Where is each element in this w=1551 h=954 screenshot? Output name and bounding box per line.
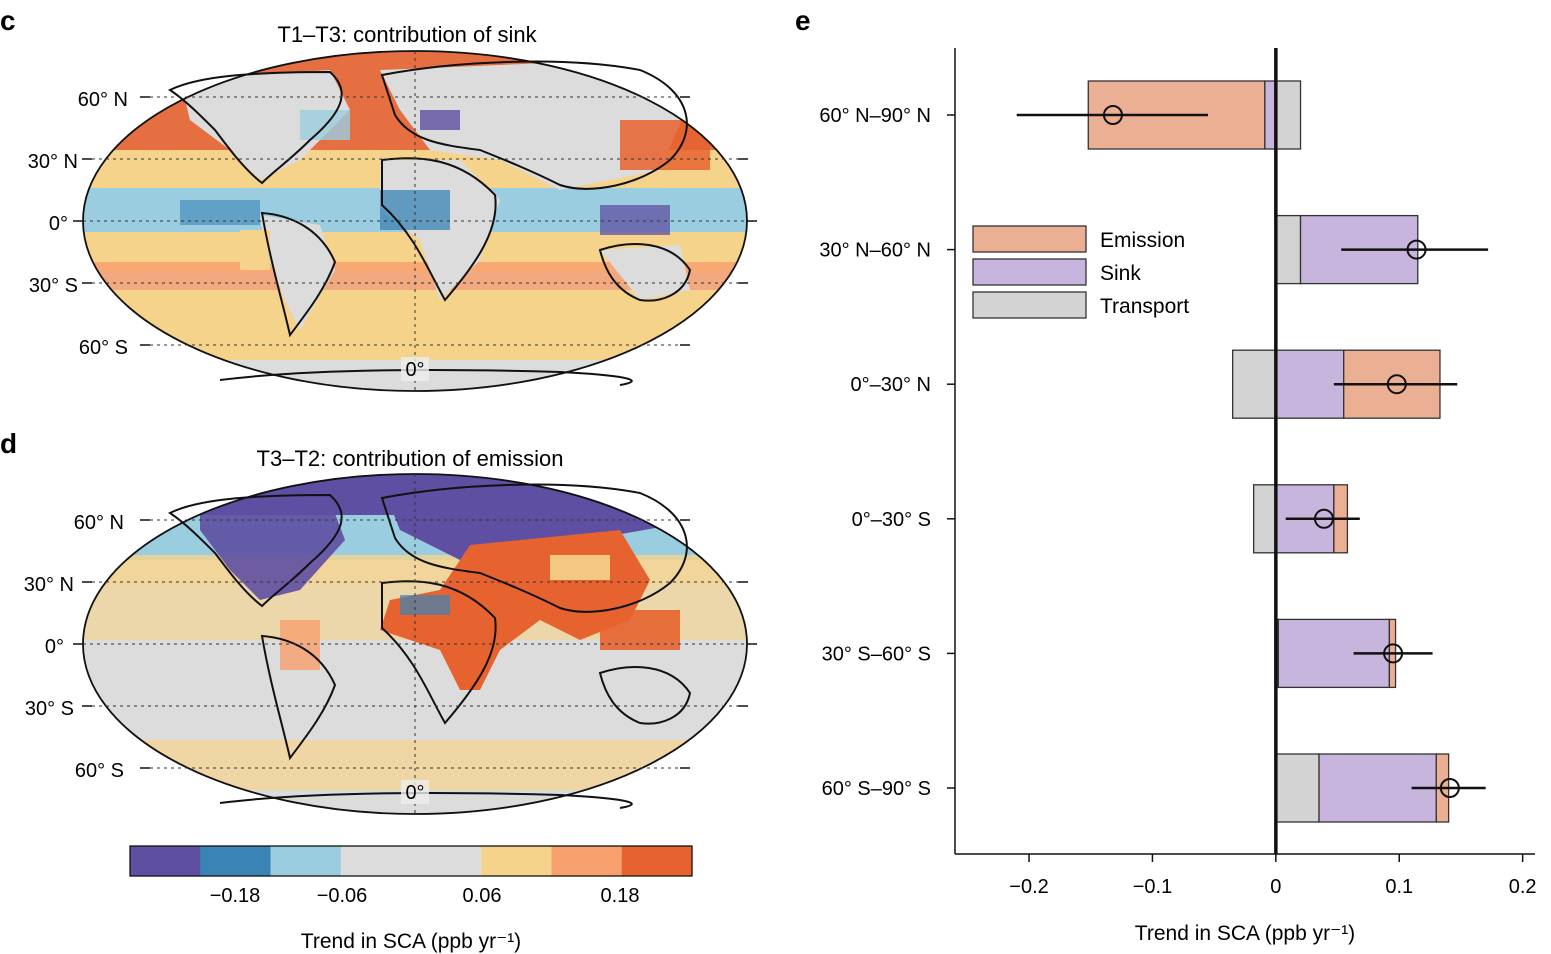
x-tick-label: 0	[1270, 876, 1281, 898]
map-c-coastlines	[168, 60, 692, 386]
y-tick-label: 30° S–60° S	[822, 643, 931, 665]
map-c-meridian-label: 0°	[405, 359, 424, 381]
map-d-graticule	[83, 474, 747, 814]
y-tick-label: 60° N–90° N	[819, 105, 931, 127]
colorbar-segment	[340, 846, 412, 876]
total-marker	[1102, 105, 1123, 125]
y-tick-label: 0°–30° S	[852, 509, 931, 531]
total-marker	[1439, 778, 1460, 798]
colorbar-segment	[270, 846, 342, 876]
total-marker	[1313, 508, 1334, 529]
legend-label-emission: Emission	[1100, 229, 1185, 252]
total-marker	[1383, 643, 1404, 664]
map-c-lat-30s: 30° S	[29, 275, 78, 297]
legend-swatch-sink	[972, 258, 1087, 286]
map-d-meridian-label: 0°	[405, 782, 424, 804]
legend-swatch-emission	[972, 225, 1087, 253]
total-marker	[1406, 239, 1427, 260]
map-c-lat-0: 0°	[49, 213, 68, 235]
map-c-title: T1–T3: contribution of sink	[277, 22, 537, 47]
colorbar-segment	[551, 846, 623, 876]
colorbar-segment	[621, 846, 693, 876]
map-d-lat-30s: 30° S	[25, 698, 74, 720]
map-d-lat-60n: 60° N	[74, 512, 124, 534]
legend-swatch-transport	[972, 291, 1087, 319]
colorbar-frame	[129, 845, 693, 877]
x-tick-label: 0.1	[1385, 876, 1413, 898]
map-c: 60° N 30° N 0° 30° S 60° S 0°	[28, 50, 757, 392]
colorbar-tick-label: 0.18	[601, 885, 640, 907]
map-d-coastlines	[168, 483, 692, 809]
colorbar-tick-label: 0.06	[463, 885, 502, 907]
bar-transport	[1275, 753, 1320, 823]
map-d-lat-0: 0°	[45, 636, 64, 658]
total-marker	[1386, 374, 1407, 395]
map-d-lat-30n: 30° N	[24, 574, 74, 596]
x-tick-label: −0.2	[1009, 876, 1048, 898]
eurasia-land	[380, 60, 690, 190]
colorbar-tick-label: −0.18	[210, 885, 261, 907]
colorbar-segment	[130, 846, 201, 876]
map-d-lat-60s: 60° S	[75, 760, 124, 782]
y-tick-label: 0°–30° N	[851, 374, 932, 396]
x-axis-label: Trend in SCA (ppb yr⁻¹)	[1135, 922, 1355, 945]
bar-transport	[1275, 80, 1302, 150]
legend: Emission Sink Transport	[972, 225, 1189, 319]
map-c-lat-60s: 60° S	[79, 337, 128, 359]
map-d-lat-ticks	[73, 519, 757, 769]
colorbar-label: Trend in SCA (ppb yr⁻¹)	[301, 930, 521, 953]
map-c-lat-30n: 30° N	[28, 151, 78, 173]
colorbar-tick-label: −0.06	[317, 885, 368, 907]
panel-letter-e: e	[795, 5, 811, 36]
x-tick-label: −0.1	[1133, 876, 1172, 898]
colorbar-segment	[411, 846, 482, 876]
map-c-lat-ticks	[73, 96, 757, 346]
bar-chart-e: −0.2 −0.1 0 0.1 0.2 60° N–90° N 30° N–60° N 0°…	[819, 48, 1537, 945]
x-tick-label: 0.2	[1509, 876, 1537, 898]
australia-land	[600, 245, 690, 300]
legend-label-transport: Transport	[1100, 295, 1189, 318]
bar-sink	[1275, 349, 1345, 419]
bar-transport	[1232, 349, 1277, 419]
map-c-graticule	[83, 51, 747, 391]
bar-transport	[1275, 214, 1302, 285]
colorbar	[129, 845, 693, 877]
panel-letter-d: d	[0, 428, 17, 459]
colorbar-segment	[200, 846, 271, 876]
bar-transport	[1252, 484, 1277, 554]
map-d: 60° N 30° N 0° 30° S 60° S 0°	[24, 473, 757, 815]
legend-label-sink: Sink	[1100, 262, 1141, 285]
y-tick-label: 30° N–60° N	[819, 240, 931, 262]
y-tick-label: 60° S–90° S	[822, 778, 931, 800]
map-d-title: T3–T2: contribution of emission	[257, 446, 564, 471]
panel-letter-c: c	[0, 5, 16, 36]
colorbar-segment	[481, 846, 552, 876]
south-america-land	[260, 215, 335, 330]
map-c-lat-60n: 60° N	[78, 89, 128, 111]
